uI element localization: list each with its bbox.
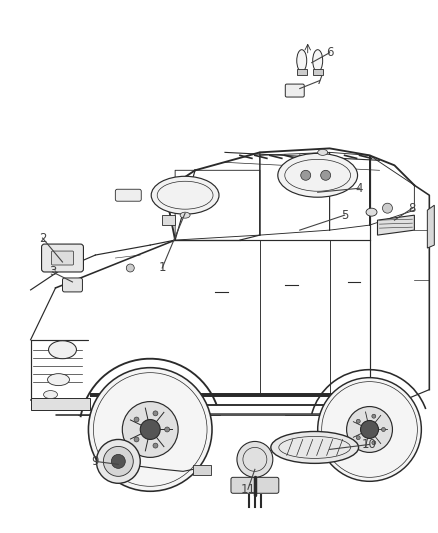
- Polygon shape: [427, 205, 434, 248]
- Circle shape: [103, 447, 133, 477]
- Circle shape: [122, 401, 178, 457]
- Circle shape: [111, 455, 125, 469]
- Polygon shape: [31, 398, 90, 409]
- Circle shape: [346, 407, 392, 453]
- Circle shape: [153, 443, 158, 448]
- FancyBboxPatch shape: [63, 278, 82, 292]
- Ellipse shape: [297, 50, 307, 71]
- Circle shape: [381, 427, 385, 432]
- FancyBboxPatch shape: [285, 84, 304, 97]
- Circle shape: [372, 441, 376, 445]
- Ellipse shape: [318, 149, 328, 155]
- FancyBboxPatch shape: [231, 478, 279, 493]
- FancyBboxPatch shape: [297, 69, 307, 75]
- Text: 3: 3: [49, 265, 56, 278]
- Circle shape: [134, 437, 139, 442]
- Ellipse shape: [48, 374, 70, 385]
- Text: 8: 8: [409, 201, 416, 215]
- Text: 11: 11: [240, 483, 255, 496]
- Circle shape: [134, 417, 139, 422]
- Circle shape: [356, 419, 360, 423]
- Circle shape: [321, 171, 331, 180]
- Text: 9: 9: [92, 455, 99, 468]
- Ellipse shape: [271, 432, 359, 463]
- Circle shape: [301, 171, 311, 180]
- Circle shape: [165, 427, 170, 432]
- Circle shape: [96, 439, 140, 483]
- Text: 2: 2: [39, 232, 46, 245]
- FancyBboxPatch shape: [115, 189, 141, 201]
- Circle shape: [382, 203, 392, 213]
- Text: 1: 1: [159, 262, 166, 274]
- Ellipse shape: [151, 176, 219, 214]
- Text: 4: 4: [356, 182, 363, 195]
- Circle shape: [237, 441, 273, 478]
- Ellipse shape: [49, 341, 77, 359]
- Text: 10: 10: [362, 438, 377, 451]
- Circle shape: [153, 411, 158, 416]
- Text: 7: 7: [316, 74, 323, 87]
- Circle shape: [140, 419, 160, 439]
- Text: 5: 5: [341, 208, 348, 222]
- Circle shape: [88, 368, 212, 491]
- Ellipse shape: [366, 208, 377, 216]
- FancyBboxPatch shape: [193, 465, 211, 475]
- FancyBboxPatch shape: [42, 244, 83, 272]
- Circle shape: [126, 264, 134, 272]
- Ellipse shape: [313, 50, 323, 71]
- Ellipse shape: [180, 212, 190, 218]
- Circle shape: [372, 414, 376, 418]
- FancyBboxPatch shape: [313, 69, 323, 75]
- Circle shape: [356, 435, 360, 440]
- Ellipse shape: [43, 391, 57, 399]
- Circle shape: [318, 378, 421, 481]
- FancyBboxPatch shape: [52, 251, 74, 265]
- Circle shape: [360, 421, 378, 439]
- Ellipse shape: [278, 154, 357, 197]
- Polygon shape: [378, 215, 414, 235]
- Polygon shape: [162, 215, 175, 225]
- Text: 6: 6: [326, 46, 333, 59]
